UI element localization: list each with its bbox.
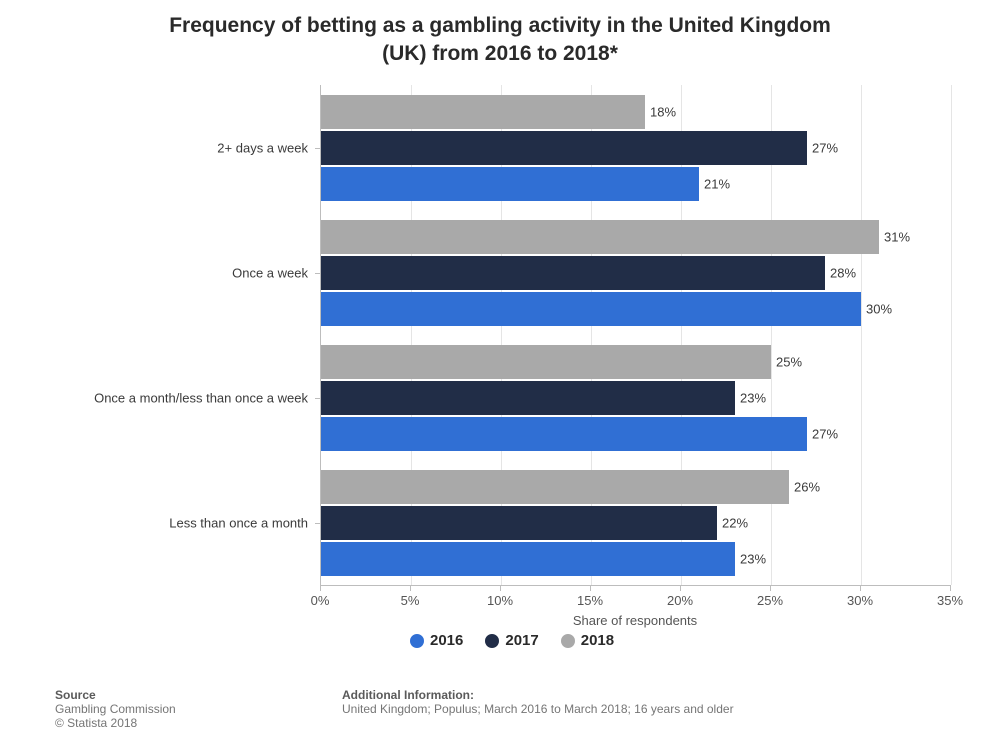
x-tick-mark: [320, 585, 321, 591]
y-category-label: Once a month/less than once a week: [94, 390, 308, 405]
bar: [321, 542, 735, 576]
x-tick-mark: [590, 585, 591, 591]
gridline: [861, 85, 862, 585]
bar: [321, 345, 771, 379]
bar-value-label: 23%: [740, 390, 766, 405]
gridline: [951, 85, 952, 585]
chart-container: Frequency of betting as a gambling activ…: [0, 0, 1000, 743]
legend-swatch: [410, 634, 424, 648]
bar-value-label: 23%: [740, 551, 766, 566]
bar: [321, 381, 735, 415]
chart-title-line1: Frequency of betting as a gambling activ…: [0, 14, 1000, 38]
bar: [321, 167, 699, 201]
bar-value-label: 28%: [830, 265, 856, 280]
x-tick-label: 30%: [847, 593, 873, 608]
x-tick-mark: [410, 585, 411, 591]
legend-item: 2017: [485, 632, 538, 649]
bar-value-label: 18%: [650, 104, 676, 119]
x-tick-mark: [500, 585, 501, 591]
bar: [321, 220, 879, 254]
x-tick-label: 0%: [311, 593, 330, 608]
chart-title-line2: (UK) from 2016 to 2018*: [0, 42, 1000, 66]
bar-value-label: 22%: [722, 515, 748, 530]
x-tick-mark: [680, 585, 681, 591]
bar-value-label: 25%: [776, 354, 802, 369]
y-category-label: Less than once a month: [169, 515, 308, 530]
bar-value-label: 27%: [812, 140, 838, 155]
y-category-label: Once a week: [232, 265, 308, 280]
bar: [321, 506, 717, 540]
footer-info-line1: United Kingdom; Populus; March 2016 to M…: [342, 702, 734, 716]
x-tick-label: 10%: [487, 593, 513, 608]
x-tick-label: 35%: [937, 593, 963, 608]
footer-info-header: Additional Information:: [342, 688, 734, 702]
x-tick-label: 25%: [757, 593, 783, 608]
legend-swatch: [561, 634, 575, 648]
legend-item: 2016: [410, 632, 463, 649]
y-category-label: 2+ days a week: [217, 140, 308, 155]
bar-value-label: 21%: [704, 176, 730, 191]
plot-area: [320, 85, 951, 586]
x-tick-mark: [860, 585, 861, 591]
legend-item: 2018: [561, 632, 614, 649]
legend-label: 2018: [581, 632, 614, 649]
bar-value-label: 30%: [866, 301, 892, 316]
x-tick-label: 15%: [577, 593, 603, 608]
legend-swatch: [485, 634, 499, 648]
bar: [321, 256, 825, 290]
footer-source-line2: © Statista 2018: [55, 716, 176, 730]
bar: [321, 417, 807, 451]
bar-value-label: 31%: [884, 229, 910, 244]
x-axis-label: Share of respondents: [320, 613, 950, 628]
legend-label: 2017: [505, 632, 538, 649]
legend-label: 2016: [430, 632, 463, 649]
footer-source-header: Source: [55, 688, 176, 702]
x-tick-label: 5%: [401, 593, 420, 608]
footer-additional-info: Additional Information: United Kingdom; …: [342, 688, 734, 716]
bar: [321, 470, 789, 504]
bar: [321, 131, 807, 165]
bar-value-label: 27%: [812, 426, 838, 441]
bar: [321, 292, 861, 326]
x-tick-label: 20%: [667, 593, 693, 608]
x-tick-mark: [770, 585, 771, 591]
bar: [321, 95, 645, 129]
legend: 2016 2017 2018: [410, 632, 614, 649]
x-tick-mark: [950, 585, 951, 591]
bar-value-label: 26%: [794, 479, 820, 494]
footer-source: Source Gambling Commission © Statista 20…: [55, 688, 176, 730]
footer-source-line1: Gambling Commission: [55, 702, 176, 716]
